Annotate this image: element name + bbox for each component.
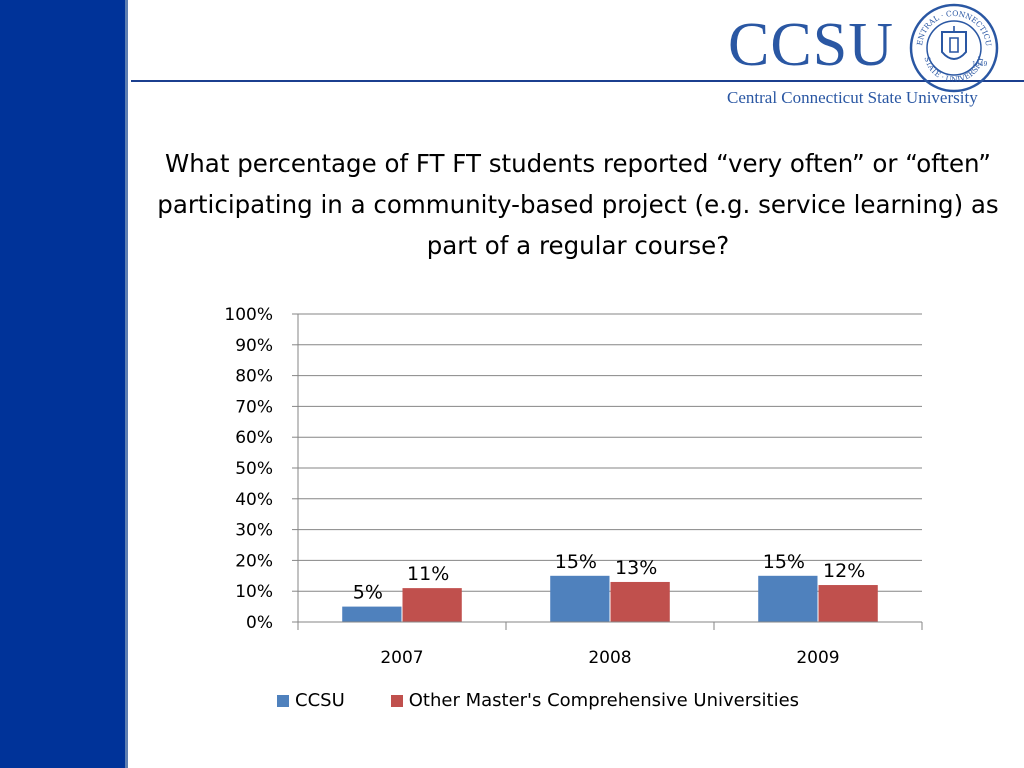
data-label: 13% — [615, 557, 657, 579]
x-tick-label: 2007 — [380, 648, 423, 668]
legend-label-ccsu: CCSU — [295, 690, 345, 711]
ccsu-logo: CCSU CENTRAL · CONNECTICUT STATE · UNIVE… — [720, 0, 1020, 112]
y-tick-label: 10% — [235, 582, 273, 602]
data-label: 15% — [763, 551, 805, 573]
x-tick-label: 2009 — [796, 648, 839, 668]
y-tick-label: 20% — [235, 551, 273, 571]
y-tick-label: 80% — [235, 367, 273, 387]
x-tick-label: 2008 — [588, 648, 631, 668]
legend-swatch-ccsu — [277, 694, 289, 707]
bar-ccsu-2009 — [758, 575, 818, 622]
data-label: 5% — [353, 582, 383, 604]
y-tick-label: 30% — [235, 521, 273, 541]
bar-other-2008 — [610, 581, 670, 622]
left-sidebar-band — [0, 0, 128, 768]
y-tick-label: 70% — [235, 397, 273, 417]
y-tick-label: 0% — [246, 613, 273, 633]
y-tick-label: 60% — [235, 428, 273, 448]
bar-ccsu-2007 — [342, 606, 402, 622]
y-tick-label: 40% — [235, 490, 273, 510]
data-label: 12% — [823, 560, 865, 582]
y-tick-label: 50% — [235, 459, 273, 479]
legend-item-ccsu: CCSU — [277, 690, 345, 711]
legend-label-other: Other Master's Comprehensive Universitie… — [408, 690, 800, 711]
chart-legend: CCSU Other Master's Comprehensive Univer… — [277, 690, 845, 711]
legend-item-other: Other Master's Comprehensive Universitie… — [390, 690, 800, 711]
bar-other-2009 — [818, 585, 878, 622]
data-label: 11% — [407, 563, 449, 585]
legend-swatch-other — [390, 694, 403, 707]
logo-subtitle: Central Connecticut State University — [727, 88, 978, 107]
y-tick-label: 90% — [235, 336, 273, 356]
data-label: 15% — [555, 551, 597, 573]
header-divider — [131, 80, 1024, 82]
bar-other-2007 — [402, 588, 462, 622]
svg-text:1849: 1849 — [972, 61, 987, 68]
bar-ccsu-2008 — [550, 575, 610, 622]
logo-wordmark: CCSU — [728, 11, 894, 79]
y-tick-label: 100% — [224, 305, 273, 325]
chart-title: What percentage of FT FT students report… — [157, 149, 999, 260]
university-seal-icon: CENTRAL · CONNECTICUT STATE · UNIVERSITY… — [908, 2, 999, 93]
